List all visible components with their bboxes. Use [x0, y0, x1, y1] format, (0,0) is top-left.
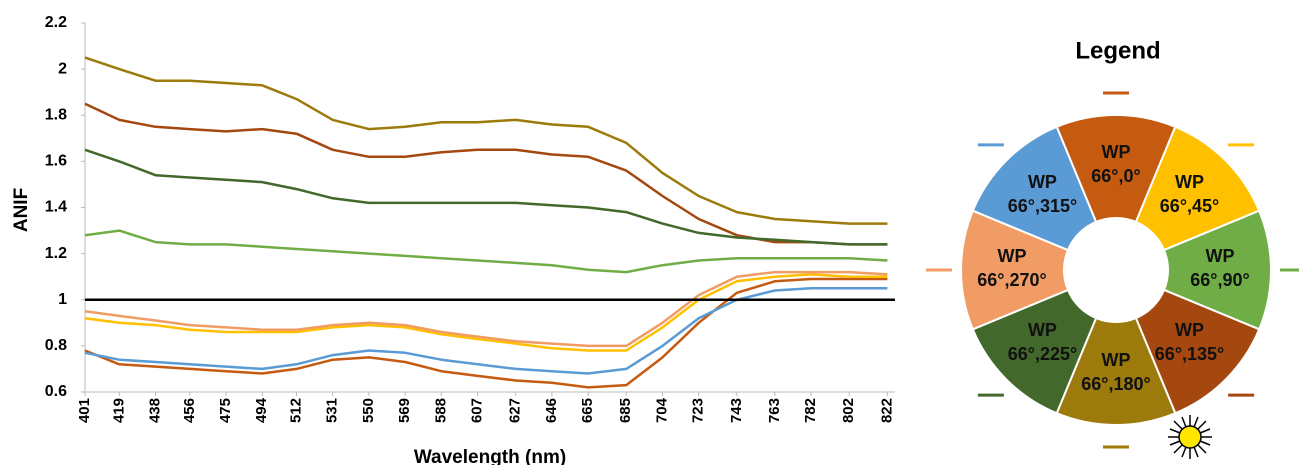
- legend-label-box: WP 66°,315°: [1007, 172, 1078, 217]
- x-tick-label: 475: [217, 398, 234, 423]
- x-tick-label: 607: [469, 398, 486, 423]
- series-line: [84, 277, 888, 389]
- legend-label: WP 66°,0°: [1091, 142, 1141, 186]
- legend-sector: [971, 288, 1098, 415]
- legend-sector: [1055, 113, 1177, 224]
- legend-label-box: WP 66°,135°: [1154, 319, 1225, 364]
- y-tick-label: 1.2: [45, 245, 67, 262]
- y-tick-label: 1: [58, 291, 67, 308]
- x-tick-label: 763: [766, 398, 783, 423]
- y-tick-label: 2: [58, 60, 67, 77]
- legend-label: WP 66°,90°: [1190, 246, 1250, 290]
- x-tick-label: 438: [146, 398, 163, 423]
- x-tick-label: 723: [690, 398, 707, 423]
- series-line: [84, 286, 888, 375]
- series-line: [84, 102, 888, 246]
- x-tick-label: 550: [360, 398, 377, 423]
- x-tick-label: 627: [507, 398, 524, 423]
- y-tick-label: 2.2: [45, 14, 67, 31]
- series-line: [84, 273, 888, 352]
- y-tick-label: 1.8: [45, 106, 67, 123]
- x-tick-label: 588: [432, 398, 449, 423]
- x-tick-label: 569: [396, 398, 413, 423]
- x-tick-label: 456: [181, 398, 198, 423]
- series-line: [84, 229, 888, 274]
- legend-label: WP 66°,225°: [1007, 319, 1078, 364]
- series-line: [84, 148, 888, 246]
- x-tick-label: 419: [110, 398, 127, 423]
- x-tick-label: 531: [324, 398, 341, 423]
- y-axis-title: ANIF: [11, 188, 32, 232]
- x-tick-label: 685: [617, 398, 634, 423]
- x-tick-label: 646: [543, 398, 560, 423]
- legend-title: Legend: [1075, 37, 1160, 64]
- sun-icon: [1168, 415, 1212, 459]
- y-tick-label: 1.6: [45, 153, 67, 170]
- legend-label-box: WP 66°,270°: [977, 246, 1047, 290]
- legend-label: WP 66°,270°: [977, 246, 1047, 290]
- legend-sector: [971, 125, 1098, 252]
- y-tick-label: 0.6: [45, 383, 67, 400]
- legend-label-box: WP 66°,225°: [1007, 319, 1078, 364]
- legend-label: WP 66°,180°: [1081, 350, 1151, 394]
- legend-label-box: WP 66°,45°: [1159, 172, 1220, 217]
- x-tick-label: 802: [840, 398, 857, 423]
- legend-label-box: WP 66°,90°: [1190, 246, 1250, 290]
- legend-label: WP 66°,135°: [1154, 319, 1225, 364]
- x-tick-label: 704: [653, 397, 670, 423]
- legend-label-box: WP 66°,180°: [1081, 350, 1151, 394]
- series-line: [84, 270, 888, 348]
- legend-sector: [1134, 125, 1261, 252]
- legend-label: WP 66°,45°: [1159, 172, 1220, 217]
- x-tick-label: 494: [253, 397, 270, 423]
- legend-sector: [1055, 316, 1177, 427]
- y-tick-label: 1.4: [45, 199, 67, 216]
- legend-label-box: WP 66°,0°: [1091, 142, 1141, 186]
- x-tick-label: 665: [579, 398, 596, 423]
- legend-sector: [1134, 288, 1261, 415]
- legend-sector: [960, 209, 1070, 331]
- x-axis-title: Wavelength (nm): [414, 447, 566, 465]
- y-tick-label: 0.8: [45, 337, 67, 354]
- x-tick-label: 782: [802, 398, 819, 423]
- x-tick-label: 822: [878, 398, 895, 423]
- x-tick-label: 743: [728, 398, 745, 423]
- x-tick-label: 401: [76, 398, 93, 423]
- legend-sector: [1162, 209, 1272, 331]
- series-line: [84, 56, 888, 225]
- legend-label: WP 66°,315°: [1007, 172, 1078, 217]
- x-tick-label: 512: [288, 398, 305, 423]
